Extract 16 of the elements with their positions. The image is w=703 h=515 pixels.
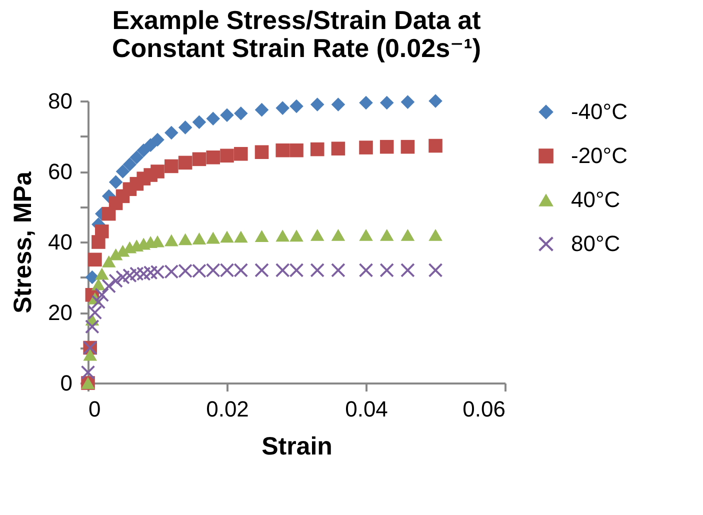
y-tick-label: 20 [48,300,72,325]
chart-title: Example Stress/Strain Data at Constant Strain Rate (0.02s⁻¹) [112,5,482,63]
legend-label: 40°C [571,187,620,212]
y-tick-label: 60 [48,159,72,184]
y-tick-label: 0 [60,370,72,396]
x-axis-title: Strain [262,432,332,460]
y-tick-label: 40 [48,230,72,254]
x-tick-label: 0.04 [345,396,388,422]
x-tick-label: 0.02 [206,396,249,422]
y-tick-label: 80 [48,88,72,114]
y-axis-title: Stress, MPa [9,170,38,314]
legend-label: -20°C [571,143,628,168]
legend-label: -40°C [571,99,628,124]
x-tick-label: 0.06 [462,396,506,422]
x-tick-label: 0 [88,396,101,422]
legend-label: 80°C [571,231,620,256]
